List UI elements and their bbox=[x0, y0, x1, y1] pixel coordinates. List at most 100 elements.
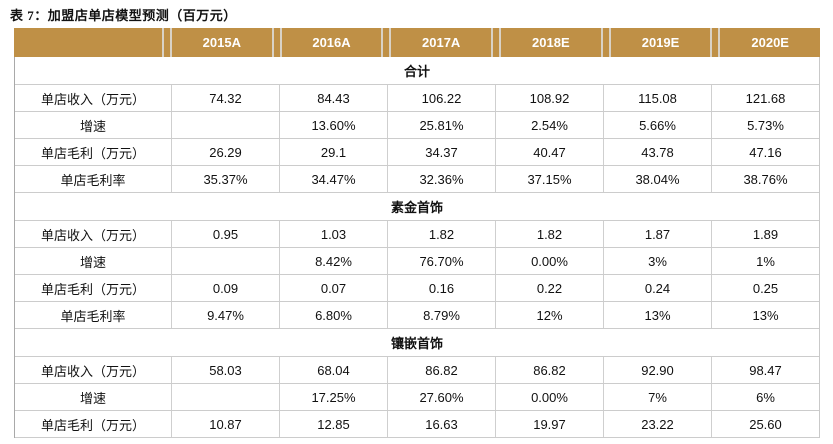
header-cell-blank bbox=[14, 28, 164, 57]
table-row: 增速 17.25% 27.60% 0.00% 7% 6% bbox=[15, 384, 819, 411]
value-cell: 0.00% bbox=[495, 248, 603, 274]
table-body: 合计 单店收入（万元） 74.32 84.43 106.22 108.92 115.08 12… bbox=[14, 57, 820, 438]
value-cell: 26.29 bbox=[171, 139, 279, 165]
value-cell: 27.60% bbox=[387, 384, 495, 410]
table-row: 单店收入（万元） 74.32 84.43 106.22 108.92 115.08 121.… bbox=[15, 85, 819, 112]
header-cell-2019e: 2019E bbox=[608, 28, 713, 57]
table-row: 单店毛利（万元） 0.09 0.07 0.16 0.22 0.24 0.25 bbox=[15, 275, 819, 302]
header-cell-2020e: 2020E bbox=[718, 28, 820, 57]
value-cell bbox=[171, 384, 279, 410]
value-cell: 0.09 bbox=[171, 275, 279, 301]
row-label: 增速 bbox=[79, 390, 106, 406]
value-cell: 32.36% bbox=[387, 166, 495, 192]
row-label: 增速 bbox=[79, 254, 106, 270]
value-cell: 29.1 bbox=[279, 139, 387, 165]
value-cell: 106.22 bbox=[387, 85, 495, 111]
value-cell: 37.15% bbox=[495, 166, 603, 192]
value-cell: 115.08 bbox=[603, 85, 711, 111]
section-header-row: 素金首饰 bbox=[15, 193, 819, 221]
section-title: 合计 bbox=[403, 64, 430, 79]
value-cell: 16.63 bbox=[387, 411, 495, 437]
value-cell: 6% bbox=[711, 384, 819, 410]
table-caption: 表 7：加盟店单店模型预测（百万元） bbox=[10, 8, 237, 23]
value-cell: 1.89 bbox=[711, 221, 819, 247]
table-row: 单店毛利（万元） 26.29 29.1 34.37 40.47 43.78 47.16 bbox=[15, 139, 819, 166]
value-cell: 0.16 bbox=[387, 275, 495, 301]
value-cell: 23.22 bbox=[603, 411, 711, 437]
row-label: 单店毛利（万元） bbox=[40, 145, 145, 161]
value-cell: 34.37 bbox=[387, 139, 495, 165]
value-cell: 108.92 bbox=[495, 85, 603, 111]
value-cell: 25.60 bbox=[711, 411, 819, 437]
table-row: 单店收入（万元） 0.95 1.03 1.82 1.82 1.87 1.89 bbox=[15, 221, 819, 248]
value-cell bbox=[171, 112, 279, 138]
value-cell: 5.73% bbox=[711, 112, 819, 138]
value-cell: 0.95 bbox=[171, 221, 279, 247]
table-row: 单店毛利率 9.47% 6.80% 8.79% 12% 13% 13% bbox=[15, 302, 819, 329]
value-cell: 1.82 bbox=[387, 221, 495, 247]
row-label: 单店收入（万元） bbox=[40, 363, 145, 379]
value-cell: 13.60% bbox=[279, 112, 387, 138]
value-cell: 121.68 bbox=[711, 85, 819, 111]
value-cell: 5.66% bbox=[603, 112, 711, 138]
table-row: 单店毛利（万元） 10.87 12.85 16.63 19.97 23.22 25.60 bbox=[15, 411, 819, 438]
value-cell: 12% bbox=[495, 302, 603, 328]
row-label: 单店毛利率 bbox=[60, 172, 126, 188]
header-cell-2015a: 2015A bbox=[170, 28, 274, 57]
value-cell: 25.81% bbox=[387, 112, 495, 138]
table-row: 增速 13.60% 25.81% 2.54% 5.66% 5.73% bbox=[15, 112, 819, 139]
value-cell: 8.79% bbox=[387, 302, 495, 328]
section-title: 素金首饰 bbox=[390, 200, 443, 215]
table-row: 单店收入（万元） 58.03 68.04 86.82 86.82 92.90 98.47 bbox=[15, 357, 819, 384]
value-cell: 34.47% bbox=[279, 166, 387, 192]
row-label: 单店毛利率 bbox=[60, 308, 126, 324]
value-cell: 0.22 bbox=[495, 275, 603, 301]
value-cell: 1.87 bbox=[603, 221, 711, 247]
value-cell: 38.76% bbox=[711, 166, 819, 192]
header-cell-2018e: 2018E bbox=[499, 28, 603, 57]
row-label: 单店毛利（万元） bbox=[40, 281, 145, 297]
row-label: 单店收入（万元） bbox=[40, 227, 145, 243]
value-cell: 47.16 bbox=[711, 139, 819, 165]
value-cell: 1% bbox=[711, 248, 819, 274]
value-cell: 6.80% bbox=[279, 302, 387, 328]
header-cell-2016a: 2016A bbox=[279, 28, 384, 57]
section-title: 镶嵌首饰 bbox=[390, 336, 443, 351]
value-cell: 68.04 bbox=[279, 357, 387, 383]
value-cell: 9.47% bbox=[171, 302, 279, 328]
value-cell: 98.47 bbox=[711, 357, 819, 383]
section-header-row: 合计 bbox=[15, 57, 819, 85]
row-label: 增速 bbox=[79, 118, 106, 134]
value-cell: 2.54% bbox=[495, 112, 603, 138]
value-cell: 19.97 bbox=[495, 411, 603, 437]
value-cell: 76.70% bbox=[387, 248, 495, 274]
value-cell: 86.82 bbox=[495, 357, 603, 383]
value-cell: 84.43 bbox=[279, 85, 387, 111]
value-cell: 40.47 bbox=[495, 139, 603, 165]
value-cell: 38.04% bbox=[603, 166, 711, 192]
value-cell: 7% bbox=[603, 384, 711, 410]
table-row: 增速 8.42% 76.70% 0.00% 3% 1% bbox=[15, 248, 819, 275]
value-cell: 0.25 bbox=[711, 275, 819, 301]
value-cell: 12.85 bbox=[279, 411, 387, 437]
table-header-row: 2015A 2016A 2017A 2018E 2019E 2020E bbox=[14, 28, 820, 57]
value-cell: 74.32 bbox=[171, 85, 279, 111]
value-cell: 8.42% bbox=[279, 248, 387, 274]
value-cell: 0.07 bbox=[279, 275, 387, 301]
row-label: 单店收入（万元） bbox=[40, 91, 145, 107]
value-cell: 17.25% bbox=[279, 384, 387, 410]
value-cell: 0.00% bbox=[495, 384, 603, 410]
value-cell: 3% bbox=[603, 248, 711, 274]
table-row: 单店毛利率 35.37% 34.47% 32.36% 37.15% 38.04% 38.76… bbox=[15, 166, 819, 193]
header-cell-2017a: 2017A bbox=[389, 28, 494, 57]
value-cell: 13% bbox=[603, 302, 711, 328]
value-cell: 13% bbox=[711, 302, 819, 328]
row-label: 单店毛利（万元） bbox=[40, 417, 145, 433]
value-cell: 1.82 bbox=[495, 221, 603, 247]
section-header-row: 镶嵌首饰 bbox=[15, 329, 819, 357]
value-cell bbox=[171, 248, 279, 274]
value-cell: 35.37% bbox=[171, 166, 279, 192]
value-cell: 58.03 bbox=[171, 357, 279, 383]
value-cell: 10.87 bbox=[171, 411, 279, 437]
value-cell: 43.78 bbox=[603, 139, 711, 165]
